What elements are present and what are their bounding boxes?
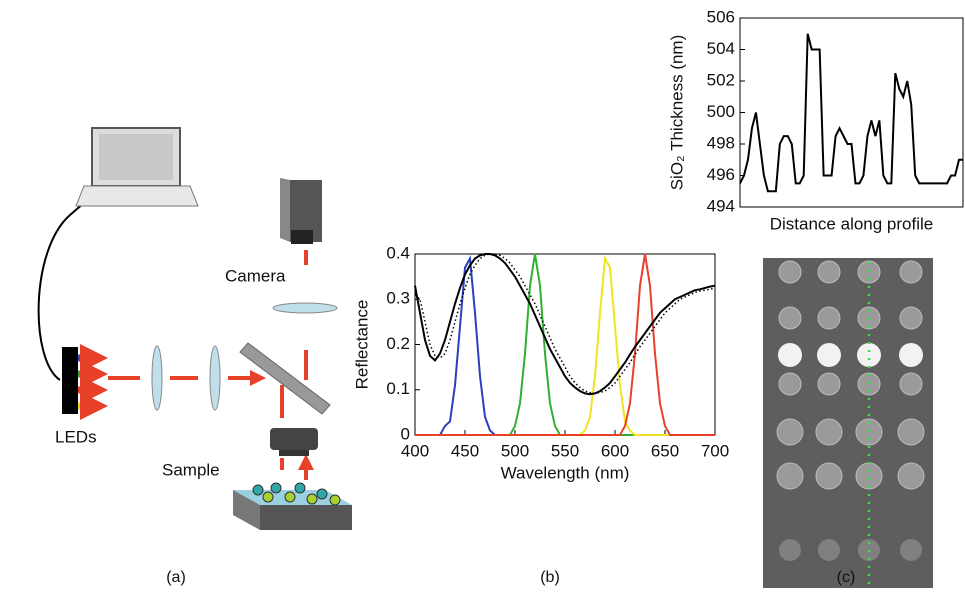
data-line bbox=[415, 254, 715, 435]
x-tick-label: 600 bbox=[601, 441, 629, 460]
x-tick-label: 450 bbox=[451, 441, 479, 460]
thickness-image bbox=[763, 258, 933, 588]
figure: Camera LEDs Sample (a) (b) (c) 00.10.20.… bbox=[0, 0, 965, 595]
x-axis-label: Distance along profile bbox=[770, 214, 933, 233]
data-line bbox=[415, 254, 715, 435]
x-axis-label: Wavelength (nm) bbox=[501, 463, 630, 482]
x-tick-label: 500 bbox=[501, 441, 529, 460]
y-tick-label: 502 bbox=[707, 70, 735, 89]
plot-frame bbox=[740, 18, 963, 207]
x-tick-label: 550 bbox=[551, 441, 579, 460]
leds-label: LEDs bbox=[55, 427, 97, 446]
y-tick-label: 500 bbox=[707, 102, 735, 121]
camera-label: Camera bbox=[225, 266, 286, 285]
setup-diagram: Camera LEDs Sample bbox=[39, 128, 352, 530]
y-tick-label: 0.3 bbox=[386, 289, 410, 308]
data-line bbox=[415, 259, 715, 435]
y-tick-label: 0.4 bbox=[386, 243, 410, 262]
x-tick-label: 700 bbox=[701, 441, 729, 460]
panel-label: (b) bbox=[540, 569, 560, 586]
y-tick-label: 494 bbox=[707, 196, 735, 215]
x-tick-label: 650 bbox=[651, 441, 679, 460]
y-tick-label: 496 bbox=[707, 165, 735, 184]
panel-label: (c) bbox=[837, 569, 856, 586]
y-tick-label: 0.1 bbox=[386, 379, 410, 398]
panel-label: (a) bbox=[166, 569, 186, 586]
data-line bbox=[740, 34, 963, 192]
y-tick-label: 506 bbox=[707, 7, 735, 26]
sample-label: Sample bbox=[162, 460, 220, 479]
y-axis-label: SiO₂ Thickness (nm) bbox=[667, 35, 686, 191]
y-tick-label: 0.2 bbox=[386, 334, 410, 353]
data-line bbox=[415, 259, 715, 435]
x-tick-label: 400 bbox=[401, 441, 429, 460]
plot-frame bbox=[415, 254, 715, 435]
y-tick-label: 504 bbox=[707, 39, 735, 58]
y-axis-label: Reflectance bbox=[352, 300, 371, 390]
y-tick-label: 498 bbox=[707, 133, 735, 152]
